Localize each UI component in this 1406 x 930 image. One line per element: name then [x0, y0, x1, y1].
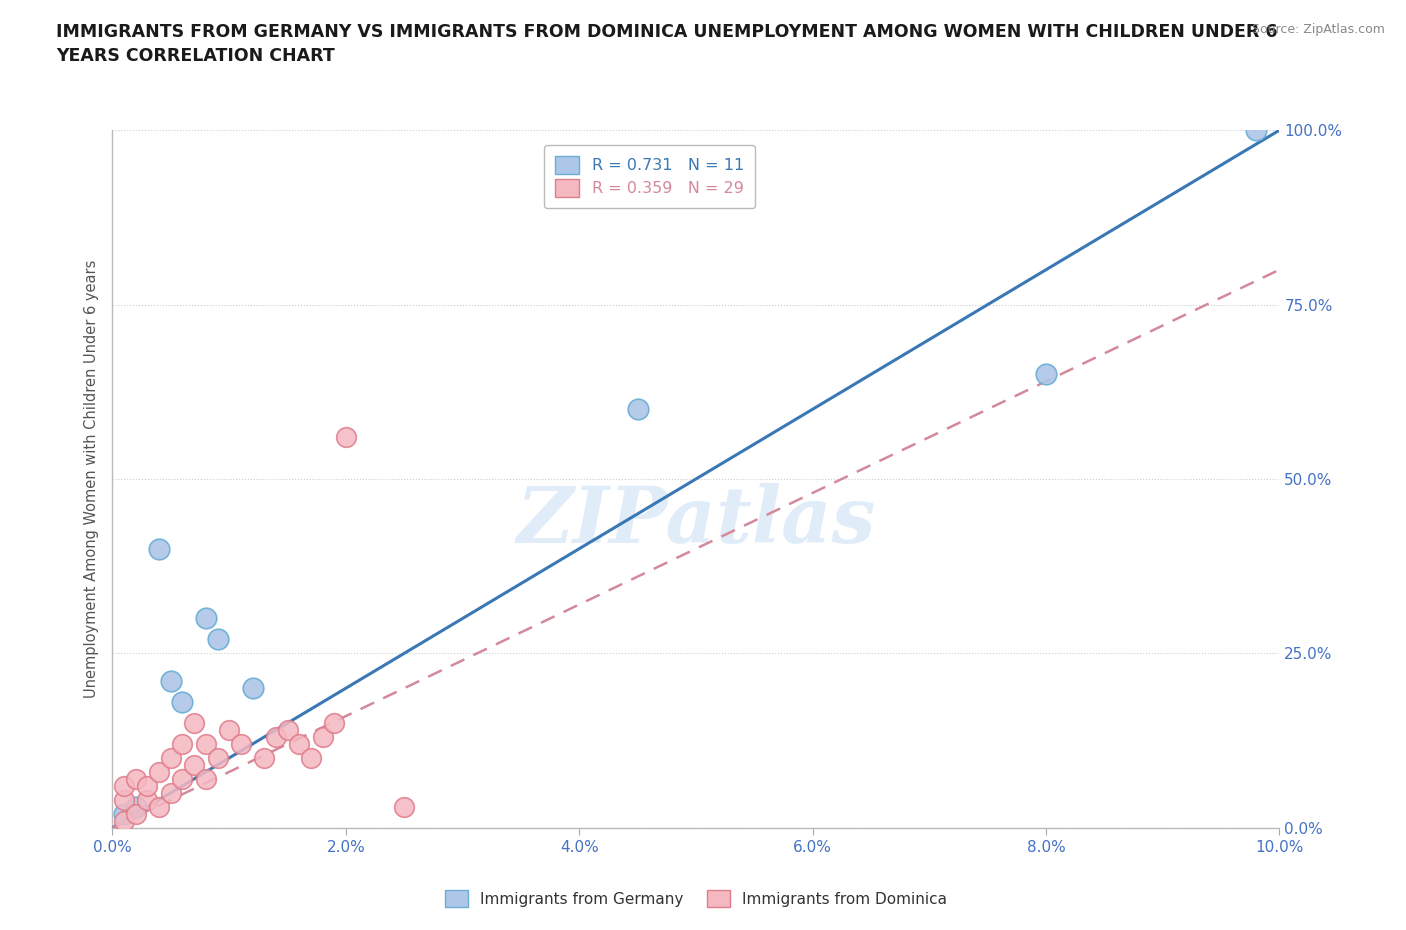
Point [276, 723, 298, 737]
Point [323, 716, 346, 731]
Point [194, 611, 217, 626]
Point [394, 800, 416, 815]
Point [160, 751, 183, 765]
Point [311, 729, 333, 744]
Point [125, 800, 148, 815]
Point [172, 772, 194, 787]
Point [183, 757, 205, 772]
Point [627, 402, 650, 417]
Point [160, 785, 183, 800]
Point [1035, 367, 1057, 382]
Text: ZIPatlas: ZIPatlas [516, 483, 876, 559]
Point [194, 737, 217, 751]
Point [288, 737, 311, 751]
Point [253, 751, 276, 765]
Point [112, 813, 135, 829]
Point [125, 806, 148, 821]
Point [136, 792, 159, 807]
Point [172, 737, 194, 751]
Point [218, 723, 240, 737]
Point [148, 764, 170, 779]
Point [172, 695, 194, 710]
Point [112, 806, 135, 821]
Point [148, 800, 170, 815]
Text: IMMIGRANTS FROM GERMANY VS IMMIGRANTS FROM DOMINICA UNEMPLOYMENT AMONG WOMEN WIT: IMMIGRANTS FROM GERMANY VS IMMIGRANTS FR… [56, 23, 1278, 65]
Point [264, 729, 287, 744]
Point [335, 430, 357, 445]
Point [160, 673, 183, 688]
Point [112, 778, 135, 793]
Text: Source: ZipAtlas.com: Source: ZipAtlas.com [1251, 23, 1385, 36]
Point [136, 778, 159, 793]
Y-axis label: Unemployment Among Women with Children Under 6 years: Unemployment Among Women with Children U… [84, 259, 100, 698]
Point [229, 737, 252, 751]
Legend: Immigrants from Germany, Immigrants from Dominica: Immigrants from Germany, Immigrants from… [439, 884, 953, 913]
Point [183, 716, 205, 731]
Point [207, 751, 229, 765]
Point [125, 772, 148, 787]
Point [207, 632, 229, 647]
Point [299, 751, 322, 765]
Point [148, 541, 170, 556]
Point [242, 681, 264, 696]
Point [194, 772, 217, 787]
Point [112, 792, 135, 807]
Point [1244, 123, 1267, 138]
